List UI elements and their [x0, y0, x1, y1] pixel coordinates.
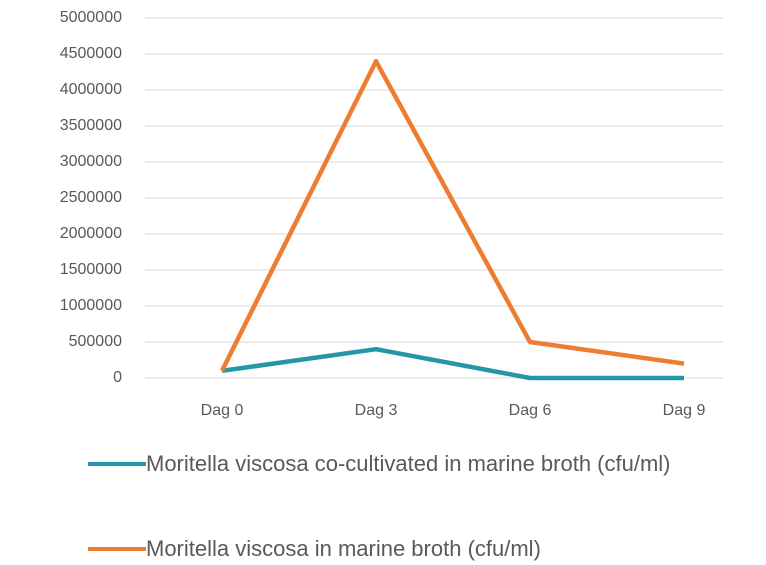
y-tick-label: 1000000 [60, 297, 122, 314]
y-tick-label: 2000000 [60, 225, 122, 242]
legend-label: Moritella viscosa in marine broth (cfu/m… [146, 536, 541, 561]
y-tick-label: 3500000 [60, 117, 122, 134]
series-line [221, 346, 684, 381]
series-line [219, 58, 685, 372]
y-tick-label: 500000 [69, 333, 122, 350]
legend-label: Moritella viscosa co-cultivated in marin… [146, 451, 671, 476]
legend-entry: Moritella viscosa in marine broth (cfu/m… [88, 533, 748, 565]
y-tick-label: 1500000 [60, 261, 122, 278]
y-tick-label: 3000000 [60, 153, 122, 170]
x-tick-label: Dag 0 [201, 402, 244, 419]
legend-swatch [88, 547, 146, 551]
x-tick-label: Dag 9 [663, 402, 706, 419]
y-tick-label: 4500000 [60, 45, 122, 62]
y-tick-label: 0 [113, 369, 122, 386]
x-tick-label: Dag 6 [509, 402, 552, 419]
y-tick-label: 4000000 [60, 81, 122, 98]
y-tick-label: 5000000 [60, 9, 122, 26]
chart: 0 500000 1000000 1500000 2000000 2500000 30000… [60, 9, 723, 419]
legend-swatch [88, 462, 146, 466]
x-tick-label: Dag 3 [355, 402, 398, 419]
legend-entry: Moritella viscosa co-cultivated in marin… [88, 448, 748, 480]
y-tick-label: 2500000 [60, 189, 122, 206]
